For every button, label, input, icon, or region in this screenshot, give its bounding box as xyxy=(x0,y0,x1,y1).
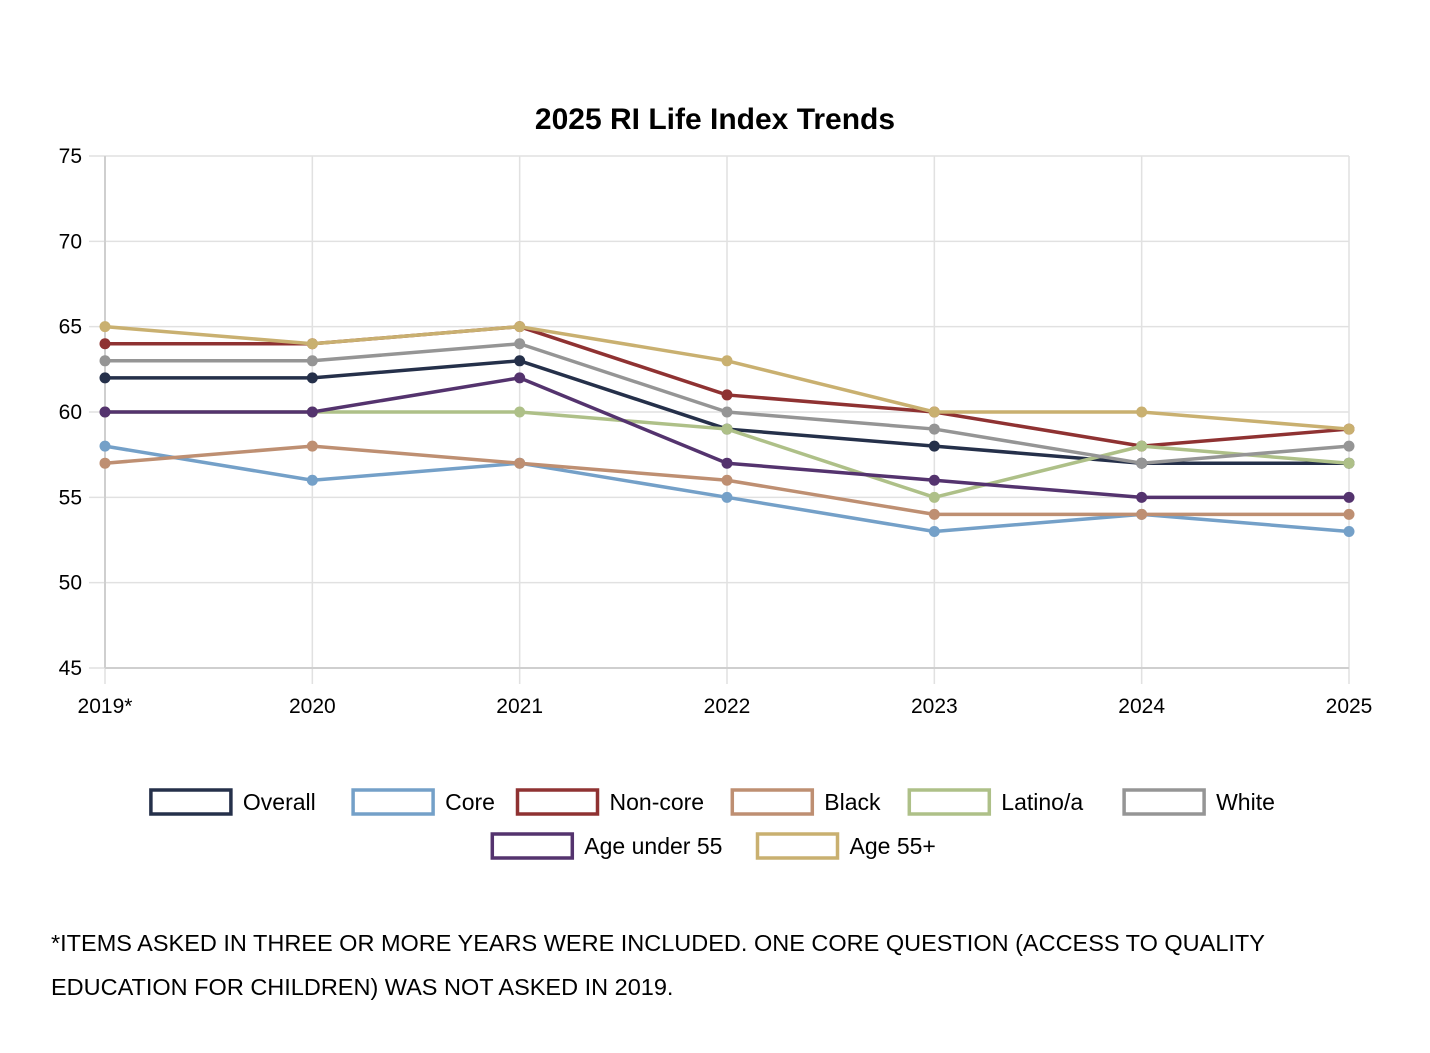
data-point xyxy=(1136,491,1148,503)
data-point xyxy=(99,338,111,350)
data-point xyxy=(99,372,111,384)
x-tick-label: 2020 xyxy=(289,695,336,718)
legend-label: Age under 55 xyxy=(584,833,722,859)
legend-label: White xyxy=(1216,789,1275,815)
data-point xyxy=(99,321,111,333)
data-point xyxy=(306,440,318,452)
x-tick-label: 2021 xyxy=(496,695,543,718)
data-point xyxy=(99,406,111,418)
legend-swatch xyxy=(351,788,435,816)
data-point xyxy=(928,525,940,537)
legend-swatch xyxy=(907,788,992,816)
legend-item: Non-core xyxy=(515,788,705,816)
x-tick-label: 2025 xyxy=(1326,695,1373,718)
data-point xyxy=(306,338,318,350)
x-tick-label: 2019* xyxy=(78,695,133,718)
data-point xyxy=(721,457,733,469)
grid xyxy=(89,155,1350,684)
data-point xyxy=(1136,457,1148,469)
y-tick-label: 45 xyxy=(59,657,82,680)
legend-label: Black xyxy=(824,789,881,815)
data-point xyxy=(99,355,111,367)
data-point xyxy=(514,321,526,333)
data-point xyxy=(1343,457,1355,469)
data-point xyxy=(928,440,940,452)
data-point xyxy=(928,508,940,520)
legend-item: White xyxy=(1122,788,1275,816)
legend-swatch xyxy=(149,788,233,816)
data-point xyxy=(721,491,733,503)
x-tick-label: 2024 xyxy=(1118,695,1165,718)
legend-label: Age 55+ xyxy=(850,833,936,859)
y-tick-label: 50 xyxy=(59,572,82,595)
data-point xyxy=(514,338,526,350)
data-point xyxy=(1343,508,1355,520)
y-tick-label: 55 xyxy=(59,486,82,509)
legend-swatch xyxy=(730,788,815,816)
data-point xyxy=(1136,406,1148,418)
legend-swatch xyxy=(490,832,575,860)
legend-item: Age under 55 xyxy=(490,832,722,860)
legend: Overall Core Non-core Black Latino/a White Age… xyxy=(149,788,1275,860)
legend-item: Age 55+ xyxy=(755,832,936,860)
data-point xyxy=(306,474,318,486)
legend-label: Non-core xyxy=(610,789,705,815)
legend-swatch xyxy=(755,832,840,860)
y-tick-label: 70 xyxy=(59,230,82,253)
data-point xyxy=(306,406,318,418)
legend-label: Core xyxy=(445,789,495,815)
legend-item: Latino/a xyxy=(907,788,1083,816)
series-age-55- xyxy=(99,321,1355,435)
x-tick-label: 2023 xyxy=(911,695,958,718)
data-point xyxy=(721,423,733,435)
data-point xyxy=(721,355,733,367)
axes: 45 50 55 60 65 70 75 2019* 2020 2021 2022 2023 2024 2… xyxy=(59,145,1373,718)
legend-label: Latino/a xyxy=(1001,789,1083,815)
y-tick-label: 65 xyxy=(59,316,82,339)
data-point xyxy=(1343,525,1355,537)
series-white xyxy=(99,338,1355,469)
data-point xyxy=(928,491,940,503)
series-age-under-55 xyxy=(99,372,1355,503)
data-point xyxy=(1136,440,1148,452)
legend-item: Overall xyxy=(149,788,316,816)
legend-item: Core xyxy=(351,788,495,816)
data-point xyxy=(928,474,940,486)
y-tick-label: 60 xyxy=(59,401,82,424)
legend-item: Black xyxy=(730,788,881,816)
legend-swatch xyxy=(515,788,600,816)
y-tick-label: 75 xyxy=(59,145,82,168)
series-lines xyxy=(99,321,1355,537)
data-point xyxy=(99,457,111,469)
data-point xyxy=(721,389,733,401)
data-point xyxy=(306,372,318,384)
data-point xyxy=(514,372,526,384)
data-point xyxy=(721,406,733,418)
data-point xyxy=(306,355,318,367)
data-point xyxy=(514,457,526,469)
data-point xyxy=(1136,508,1148,520)
data-point xyxy=(928,406,940,418)
chart-title: 2025 RI Life Index Trends xyxy=(535,103,895,136)
data-point xyxy=(1343,491,1355,503)
footnote: *ITEMS ASKED IN THREE OR MORE YEARS WERE… xyxy=(51,930,1265,1000)
data-point xyxy=(721,474,733,486)
data-point xyxy=(928,423,940,435)
data-point xyxy=(514,406,526,418)
data-point xyxy=(99,440,111,452)
x-tick-label: 2022 xyxy=(704,695,751,718)
data-point xyxy=(514,355,526,367)
legend-swatch xyxy=(1122,788,1206,816)
data-point xyxy=(1343,440,1355,452)
series-black xyxy=(99,440,1355,520)
legend-label: Overall xyxy=(243,789,316,815)
data-point xyxy=(1343,423,1355,435)
